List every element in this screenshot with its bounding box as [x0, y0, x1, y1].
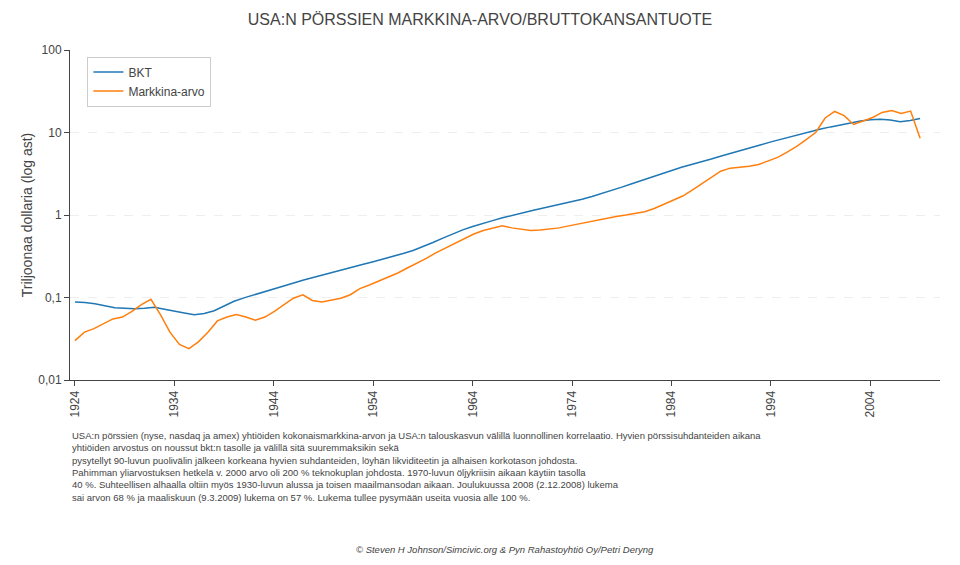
svg-text:0,1: 0,1 — [45, 291, 62, 305]
svg-text:1984: 1984 — [664, 390, 678, 417]
svg-text:USA:N PÖRSSIEN MARKKINA-ARVO/B: USA:N PÖRSSIEN MARKKINA-ARVO/BRUTTOKANSA… — [248, 11, 712, 28]
svg-text:10: 10 — [48, 126, 62, 140]
svg-text:1924: 1924 — [68, 390, 82, 417]
svg-text:1994: 1994 — [764, 390, 778, 417]
svg-text:Markkina-arvo: Markkina-arvo — [128, 85, 204, 99]
svg-text:0,01: 0,01 — [38, 373, 62, 387]
svg-text:1: 1 — [55, 208, 62, 222]
svg-text:Triljoonaa dollaria (log ast): Triljoonaa dollaria (log ast) — [19, 133, 35, 297]
svg-text:USA:n pörssien (nyse, nasdaq j: USA:n pörssien (nyse, nasdaq ja amex) yh… — [72, 430, 761, 503]
svg-text:1964: 1964 — [466, 390, 480, 417]
svg-text:1974: 1974 — [565, 390, 579, 417]
svg-text:1934: 1934 — [167, 390, 181, 417]
svg-text:BKT: BKT — [128, 66, 152, 80]
svg-text:1954: 1954 — [366, 390, 380, 417]
svg-text:100: 100 — [42, 43, 62, 57]
svg-text:2004: 2004 — [863, 390, 877, 417]
svg-text:1944: 1944 — [267, 390, 281, 417]
svg-text:© Steven H Johnson/Simcivic.or: © Steven H Johnson/Simcivic.org & Pyn Ra… — [356, 544, 654, 555]
